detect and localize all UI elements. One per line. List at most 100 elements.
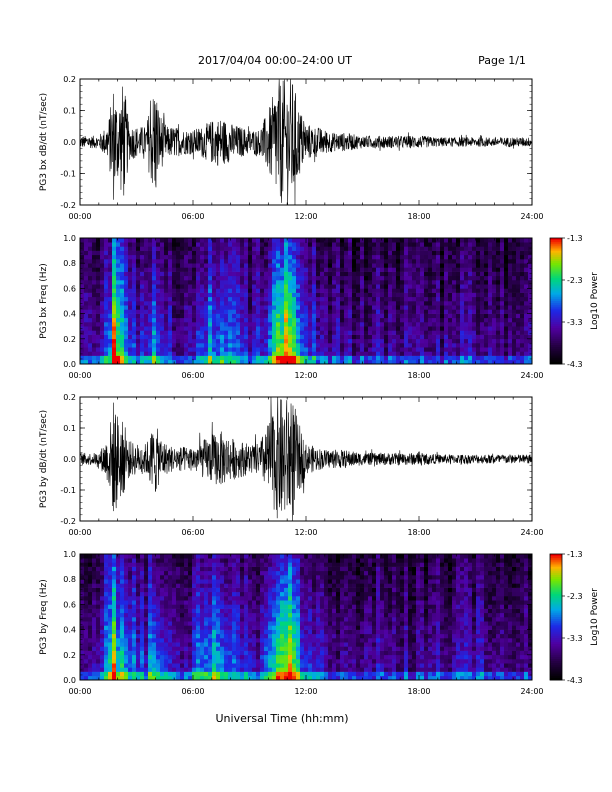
spectrogram-cell xyxy=(152,267,157,272)
spectrogram-cell xyxy=(180,621,185,626)
spectrogram-cell xyxy=(216,591,221,597)
spectrogram-cell xyxy=(132,562,137,567)
spectrogram-cell xyxy=(528,275,533,281)
y-tick-label: -0.1 xyxy=(60,170,76,179)
spectrogram-cell xyxy=(152,296,157,302)
spectrogram-cell xyxy=(152,570,157,576)
spectrogram-cell xyxy=(220,604,225,609)
spectrogram-cell xyxy=(420,271,425,277)
spectrogram-cell xyxy=(244,338,249,344)
spectrogram-cell xyxy=(436,313,441,319)
spectrogram-cell xyxy=(128,617,133,622)
spectrogram-cell xyxy=(108,280,113,285)
spectrogram-cell xyxy=(276,238,281,243)
spectrogram-cell xyxy=(364,338,369,344)
spectrogram-cell xyxy=(232,326,237,331)
spectrogram-cell xyxy=(120,259,125,264)
spectrogram-cell xyxy=(376,317,381,323)
spectrogram-cell xyxy=(492,338,497,344)
spectrogram-cell xyxy=(108,646,113,651)
spectrogram-cell xyxy=(204,271,209,277)
spectrogram-cell xyxy=(292,271,297,277)
spectrogram-cell xyxy=(124,259,129,264)
spectrogram-cell xyxy=(236,238,241,243)
spectrogram-cell xyxy=(492,322,497,327)
spectrogram-cell xyxy=(228,600,233,605)
spectrogram-cell xyxy=(492,334,497,340)
spectrogram-cell xyxy=(336,288,341,293)
spectrogram-cell xyxy=(152,334,157,340)
spectrogram-cell xyxy=(148,638,153,643)
spectrogram-cell xyxy=(252,292,257,298)
spectrogram-cell xyxy=(128,596,133,601)
spectrogram-cell xyxy=(120,583,125,588)
spectrogram-cell xyxy=(124,625,129,630)
spectrogram-cell xyxy=(368,359,373,365)
spectrogram-cell xyxy=(152,642,157,647)
spectrogram-cell xyxy=(372,313,377,319)
spectrogram-cell xyxy=(208,570,213,576)
spectrogram-cell xyxy=(148,280,153,285)
spectrogram-cell xyxy=(156,317,161,323)
spectrogram-cell xyxy=(304,338,309,344)
spectrogram-cell xyxy=(112,259,117,264)
spectrogram-cell xyxy=(104,284,109,289)
spectrogram-cell xyxy=(384,292,389,298)
spectrogram-cell xyxy=(288,334,293,340)
spectrogram-cell xyxy=(412,250,417,256)
spectrogram-cell xyxy=(384,288,389,293)
spectrogram-cell xyxy=(164,322,169,327)
spectrogram-cell xyxy=(152,347,157,352)
spectrogram-cell xyxy=(336,317,341,323)
spectrogram-cell xyxy=(384,263,389,268)
spectrogram-cell xyxy=(524,334,529,340)
spectrogram-cell xyxy=(204,301,209,306)
spectrogram-cell xyxy=(144,638,149,643)
spectrogram-cell xyxy=(408,292,413,298)
spectrogram-cell xyxy=(284,355,289,361)
spectrogram-cell xyxy=(184,343,189,348)
spectrogram-cell xyxy=(92,326,97,331)
spectrogram-cell xyxy=(232,675,237,681)
spectrogram-cell xyxy=(488,313,493,319)
spectrogram-cell xyxy=(300,250,305,256)
spectrogram-cell xyxy=(148,650,153,656)
spectrogram-cell xyxy=(324,284,329,289)
spectrogram-cell xyxy=(104,591,109,597)
spectrogram-cell xyxy=(224,267,229,272)
spectrogram-cell xyxy=(280,355,285,361)
spectrogram-cell xyxy=(156,313,161,319)
spectrogram-cell xyxy=(236,309,241,314)
spectrogram-cell xyxy=(348,309,353,314)
spectrogram-cell xyxy=(80,292,85,298)
spectrogram-cell xyxy=(524,271,529,277)
spectrogram-cell xyxy=(168,612,173,618)
spectrogram-cell xyxy=(516,246,521,251)
spectrogram-cell xyxy=(228,334,233,340)
spectrogram-cell xyxy=(172,671,177,677)
spectrogram-cell xyxy=(416,309,421,314)
spectrogram-cell xyxy=(480,347,485,352)
spectrogram-cell xyxy=(88,263,93,268)
spectrogram-cell xyxy=(356,284,361,289)
spectrogram-cell xyxy=(468,288,473,293)
spectrogram-cell xyxy=(388,259,393,264)
spectrogram-cell xyxy=(264,288,269,293)
spectrogram-cell xyxy=(516,288,521,293)
spectrogram-cell xyxy=(136,271,141,277)
spectrogram-cell xyxy=(108,355,113,361)
spectrogram-cell xyxy=(304,263,309,268)
y-tick-label: 0.2 xyxy=(63,75,76,84)
spectrogram-cell xyxy=(260,250,265,256)
spectrogram-cell xyxy=(148,305,153,310)
spectrogram-cell xyxy=(148,625,153,630)
spectrogram-cell xyxy=(168,596,173,601)
spectrogram-cell xyxy=(100,263,105,268)
spectrogram-cell xyxy=(520,267,525,272)
spectrogram-cell xyxy=(220,625,225,630)
spectrogram-cell xyxy=(444,334,449,340)
spectrogram-cell xyxy=(148,591,153,597)
spectrogram-cell xyxy=(356,347,361,352)
spectrogram-cell xyxy=(460,246,465,251)
spectrogram-cell xyxy=(468,313,473,319)
